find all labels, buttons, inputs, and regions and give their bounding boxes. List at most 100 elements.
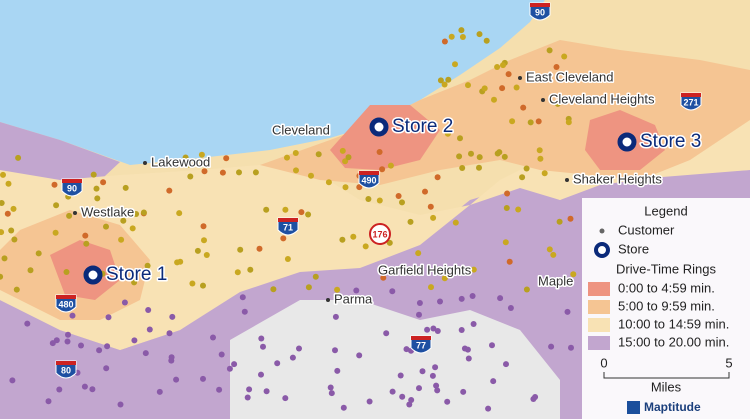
customer: [210, 334, 216, 341]
customer: [49, 340, 56, 347]
customer: [312, 273, 319, 280]
customer: [570, 271, 577, 278]
customer: [422, 188, 428, 195]
customer: [198, 151, 205, 158]
customer: [93, 185, 100, 192]
customer: [56, 386, 63, 393]
store: [369, 117, 389, 137]
place-label: Shaker Heights: [573, 171, 662, 186]
customer: [441, 38, 448, 45]
interstate-shield-top: [62, 179, 82, 183]
legend: Legend Customer Store Drive-Time Rings 0…: [582, 198, 750, 419]
customer: [166, 330, 173, 337]
customer: [231, 361, 238, 368]
interstate-shield: [358, 170, 380, 189]
customer: [263, 388, 270, 395]
interstate-shield-top: [411, 336, 431, 340]
customer: [218, 351, 225, 358]
customer: [485, 405, 492, 412]
ring-label: 10:00 to 14:59 min.: [618, 316, 729, 331]
customer: [553, 64, 560, 70]
place-dot: [143, 161, 147, 165]
place-dot: [565, 178, 569, 182]
customer: [105, 314, 112, 321]
customer: [456, 153, 463, 160]
customer: [0, 200, 5, 206]
customer: [284, 256, 291, 262]
customer: [416, 300, 423, 306]
customer: [399, 393, 406, 400]
customer: [460, 388, 467, 395]
customer: [350, 233, 357, 240]
place-dot: [541, 98, 545, 102]
customer: [239, 294, 246, 301]
customer: [457, 135, 463, 142]
place-label: Cleveland Heights: [549, 91, 655, 106]
customer: [379, 166, 386, 173]
customer: [90, 171, 97, 178]
customer: [434, 328, 441, 334]
brand: Maptitude: [644, 400, 701, 414]
rings-title: Drive-Time Rings: [616, 261, 716, 276]
interstate-shield: [277, 217, 299, 236]
customer: [103, 365, 110, 372]
customer: [408, 397, 415, 403]
store: [617, 132, 637, 152]
customer: [419, 368, 426, 375]
customer: [140, 209, 147, 216]
customer: [415, 250, 422, 257]
labels: 90 90 271 490 71 176 480 80 77 Cleveland Lakewood W…: [55, 2, 703, 379]
interstate-shield-top: [56, 295, 76, 299]
customer: [9, 377, 16, 384]
customer: [432, 364, 439, 371]
customer: [65, 331, 71, 338]
customer: [506, 258, 513, 265]
customer: [201, 237, 207, 244]
customer: [489, 342, 495, 349]
customer: [427, 203, 434, 210]
customer: [448, 33, 455, 40]
highway-number: 80: [61, 365, 71, 375]
customer: [561, 53, 568, 60]
customer: [8, 227, 15, 234]
customer: [305, 284, 312, 291]
customer: [556, 218, 563, 225]
customer: [200, 375, 206, 382]
customer: [458, 327, 465, 333]
customer: [523, 165, 530, 172]
customer: [503, 205, 510, 211]
customer: [122, 184, 129, 191]
customer: [536, 147, 543, 154]
customer: [94, 195, 101, 202]
customer: [100, 179, 107, 186]
customer: [241, 308, 248, 315]
customer: [445, 76, 452, 83]
customer: [203, 252, 210, 258]
customer: [244, 394, 251, 401]
customer: [468, 150, 474, 157]
customer: [96, 347, 103, 354]
customer: [0, 273, 4, 280]
customer: [234, 269, 241, 276]
customer: [104, 343, 111, 350]
customer: [339, 147, 346, 154]
customer: [284, 154, 290, 161]
customer: [416, 385, 422, 392]
store-label: Store 3: [640, 131, 701, 152]
customer: [146, 326, 153, 333]
customer: [509, 118, 516, 125]
customer: [395, 193, 402, 199]
customer: [376, 197, 383, 204]
customer: [66, 212, 73, 219]
customer: [505, 71, 512, 78]
place-dot: [326, 298, 330, 302]
customer: [434, 387, 441, 394]
customer: [27, 267, 34, 274]
customer: [465, 355, 472, 362]
customer: [554, 100, 561, 107]
customer: [494, 64, 501, 70]
highway-number: 490: [361, 175, 376, 185]
customer: [568, 344, 574, 351]
customer: [117, 401, 124, 408]
customer: [129, 225, 136, 232]
